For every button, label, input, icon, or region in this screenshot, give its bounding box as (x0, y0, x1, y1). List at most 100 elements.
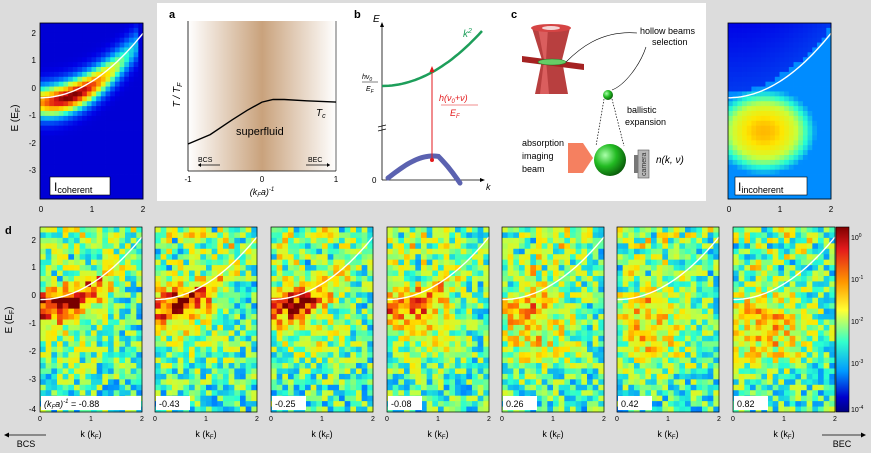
incoherent-label-box (734, 176, 808, 196)
heatmap-cell (361, 259, 368, 266)
heatmap-cell (645, 308, 652, 315)
heatmap-cell (206, 346, 213, 353)
heatmap-cell (194, 341, 201, 348)
heatmap-cell (398, 379, 405, 386)
heatmap-cell (130, 270, 137, 277)
heatmap-cell (58, 57, 64, 63)
heatmap-cell (68, 96, 74, 102)
heatmap-cell (133, 42, 139, 48)
heatmap-cell (172, 384, 179, 391)
heatmap-cell (728, 174, 734, 180)
heatmap-cell (57, 384, 64, 391)
heatmap-cell (189, 401, 196, 407)
heatmap-cell (628, 265, 635, 271)
heatmap-cell (128, 125, 135, 131)
heatmap-cell (404, 379, 411, 386)
heatmap-cell (812, 67, 818, 73)
heatmap-cell (77, 37, 83, 43)
heatmap-cell (194, 297, 201, 304)
heatmap-cell (519, 265, 526, 271)
heatmap-cell (234, 314, 241, 320)
heatmap-cell (553, 314, 560, 320)
heatmap-cell (645, 281, 652, 288)
heatmap-cell (194, 406, 201, 413)
heatmap-cell (299, 227, 306, 233)
heatmap-cell (77, 164, 83, 171)
heatmap-cell (105, 96, 111, 102)
heatmap-cell (194, 390, 201, 397)
heatmap-cell (802, 159, 808, 166)
heatmap-cell (189, 243, 196, 250)
heatmap-cell (513, 352, 520, 358)
heatmap-cell (172, 357, 179, 364)
heatmap-cell (102, 243, 109, 250)
heatmap-cell (54, 145, 60, 151)
heatmap-cell (821, 86, 827, 92)
heatmap-cell (228, 232, 235, 239)
heatmap-cell (826, 91, 832, 97)
heatmap-cell (570, 297, 577, 304)
heatmap-cell (651, 379, 658, 386)
heatmap-cell (113, 248, 120, 255)
heatmap-cell (592, 303, 599, 310)
heatmap-cell (765, 145, 771, 151)
heatmap-cell (327, 227, 334, 233)
heatmap-cell (62, 227, 69, 233)
heatmap-cell (449, 390, 456, 397)
heatmap-cell (327, 401, 334, 407)
heatmap-cell (802, 120, 808, 127)
heatmap-cell (438, 401, 445, 407)
heatmap-cell (166, 319, 173, 326)
heatmap-cell (816, 47, 823, 53)
heatmap-cell (742, 96, 748, 102)
heatmap-cell (172, 319, 179, 326)
heatmap-cell (114, 67, 120, 73)
heatmap-cell (788, 57, 794, 63)
heatmap-cell (96, 159, 102, 166)
heatmap-cell (356, 395, 363, 402)
heatmap-cell (421, 297, 428, 304)
heatmap-cell (245, 324, 252, 331)
heatmap-cell (128, 52, 135, 58)
heatmap-cell (217, 352, 224, 358)
heatmap-cell (651, 292, 658, 299)
heatmap-cell (96, 47, 102, 53)
heatmap-cell (742, 106, 748, 112)
heatmap-cell (598, 243, 605, 250)
heatmap-cell (206, 406, 213, 413)
heatmap-cell (592, 401, 599, 407)
heatmap-cell (807, 120, 813, 127)
heatmap-cell (737, 130, 743, 136)
heatmap-cell (54, 67, 60, 73)
heatmap-cell (742, 42, 748, 48)
heatmap-cell (133, 135, 139, 141)
heatmap-cell (592, 237, 599, 244)
heatmap-cell (40, 314, 47, 320)
heatmap-cell (466, 346, 473, 353)
heatmap-cell (387, 259, 394, 266)
heatmap-cell (189, 379, 196, 386)
heatmap-cell (333, 379, 340, 386)
heatmap-cell (421, 319, 428, 326)
heatmap-cell (160, 286, 167, 293)
heatmap-cell (100, 67, 106, 73)
heatmap-cell (58, 23, 64, 29)
heatmap-cell (234, 373, 241, 380)
heatmap-cell (592, 346, 599, 353)
heatmap-cell (570, 237, 577, 244)
heatmap-cell (96, 319, 103, 326)
heatmap-cell (58, 37, 64, 43)
heatmap-cell (443, 401, 450, 407)
heatmap-cell (44, 32, 50, 39)
heatmap-cell (108, 390, 115, 397)
heatmap-cell (44, 150, 50, 156)
heatmap-cell (350, 324, 357, 331)
heatmap-cell (449, 275, 456, 282)
heatmap-cell (737, 42, 743, 48)
heatmap-cell (58, 115, 64, 122)
heatmap-cell (628, 281, 635, 288)
heatmap-cell (217, 395, 224, 402)
heatmap-cell (166, 265, 173, 271)
heatmap-cell (51, 254, 58, 261)
heatmap-cell (387, 390, 394, 397)
